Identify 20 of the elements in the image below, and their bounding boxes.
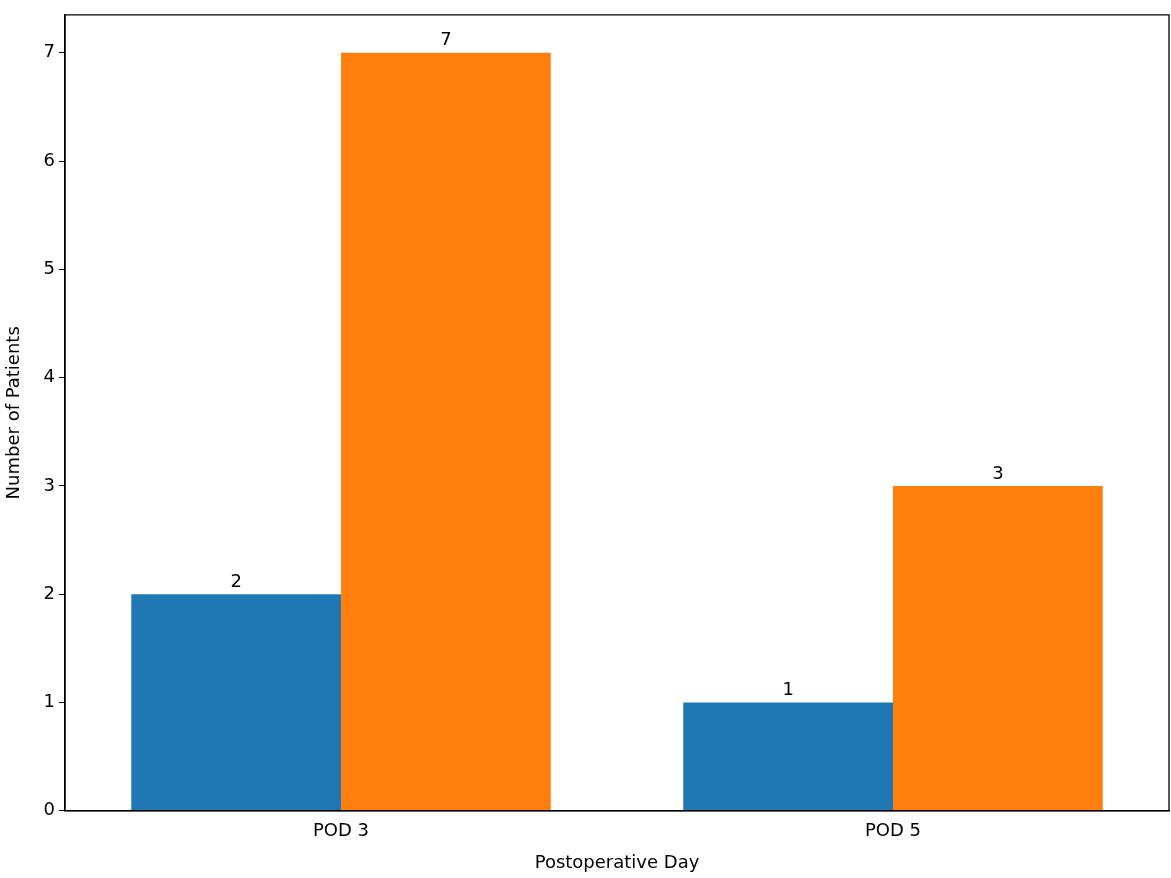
bar [131,594,342,811]
data-label: 1 [782,678,794,700]
y-tick-label: 4 [43,365,56,387]
y-tick-label: 5 [43,256,56,278]
y-tick-label: 7 [43,40,56,62]
bar [893,485,1103,811]
data-label: 2 [230,569,242,591]
y-tick-label: 6 [43,148,56,170]
y-tick-label: 0 [43,798,56,820]
data-label: 7 [440,28,452,50]
y-tick-label: 1 [43,690,56,712]
x-tick-label: POD 5 [864,819,922,841]
bar [683,702,894,811]
x-axis-title: Postoperative Day [534,850,700,872]
bar [341,52,551,811]
data-label: 3 [992,461,1004,483]
y-tick-label: 2 [43,581,56,603]
y-tick-label: 3 [43,473,56,495]
y-axis-title: Number of Patients [2,326,24,500]
x-tick-label: POD 3 [313,819,370,841]
